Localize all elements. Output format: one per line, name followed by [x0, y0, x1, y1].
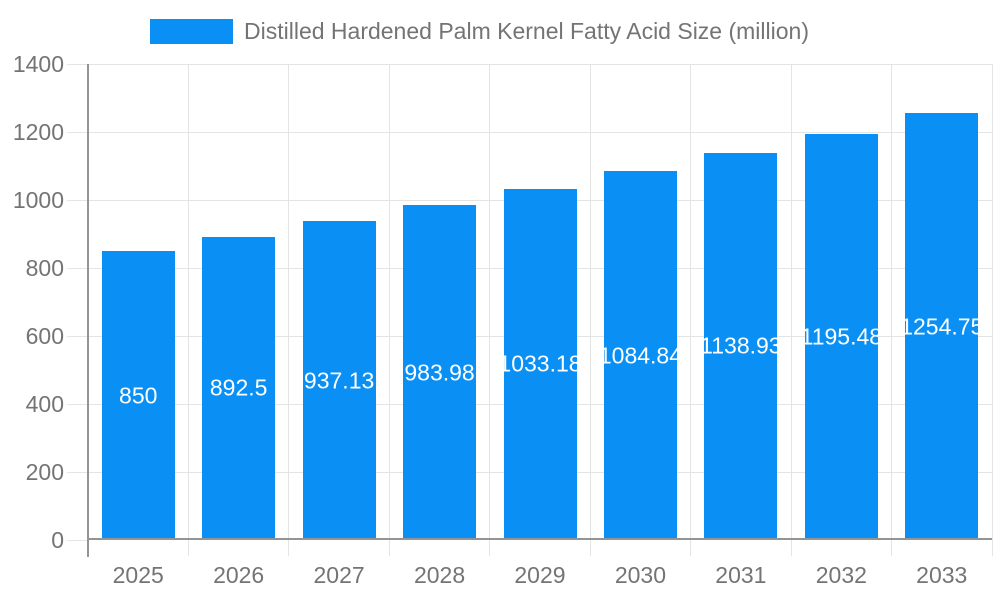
- bar-2031[interactable]: 1138.93: [704, 152, 778, 540]
- y-tick-label-800: 800: [25, 255, 64, 281]
- x-tick-5: [589, 540, 591, 556]
- y-tick-200: [67, 471, 88, 473]
- x-tick-7: [790, 540, 792, 556]
- y-tick-1400: [67, 63, 88, 65]
- gridline-1400: [88, 63, 992, 65]
- x-axis-line: [87, 538, 992, 540]
- gridline-1200: [88, 131, 992, 133]
- category-boundary-2: [288, 64, 290, 540]
- y-tick-1200: [67, 131, 88, 133]
- bar-value-label-2030: 1084.84: [603, 342, 677, 369]
- bar-2025[interactable]: 850: [101, 251, 175, 540]
- bar-2026[interactable]: 892.5: [202, 236, 276, 540]
- bar-2033[interactable]: 1254.75: [905, 113, 979, 540]
- legend-swatch[interactable]: [150, 18, 233, 44]
- bar-value-label-2029: 1033.18: [503, 350, 577, 377]
- bar-value-label-2026: 892.5: [209, 374, 268, 401]
- category-boundary-9: [991, 64, 993, 540]
- bar-value-label-2032: 1195.48: [804, 323, 878, 350]
- y-tick-0: [67, 539, 88, 541]
- x-tick-label-2033: 2033: [916, 562, 968, 588]
- x-tick-8: [891, 540, 893, 556]
- x-tick-label-2027: 2027: [313, 562, 365, 588]
- bar-2029[interactable]: 1033.18: [503, 188, 577, 540]
- x-tick-label-2032: 2032: [815, 562, 867, 588]
- bar-value-label-2025: 850: [119, 382, 158, 408]
- y-tick-1000: [67, 199, 88, 201]
- x-tick-label-2025: 2025: [112, 562, 164, 588]
- y-tick-label-1400: 1400: [12, 51, 64, 77]
- legend[interactable]: Distilled Hardened Palm Kernel Fatty Aci…: [150, 17, 809, 45]
- y-tick-label-200: 200: [25, 459, 64, 485]
- category-boundary-6: [690, 64, 692, 540]
- x-tick-label-2026: 2026: [213, 562, 265, 588]
- bar-2032[interactable]: 1195.48: [804, 133, 878, 540]
- bar-value-label-2033: 1254.75: [905, 313, 979, 340]
- chart-title: Distilled Hardened Palm Kernel Fatty Aci…: [244, 17, 809, 44]
- y-tick-label-1000: 1000: [12, 187, 64, 213]
- category-boundary-3: [388, 64, 390, 540]
- category-boundary-1: [187, 64, 189, 540]
- bar-value-label-2031: 1138.93: [704, 332, 778, 359]
- x-tick-label-2029: 2029: [514, 562, 566, 588]
- x-tick-label-2028: 2028: [413, 562, 466, 588]
- x-tick-label-2030: 2030: [614, 562, 667, 588]
- x-tick-4: [489, 540, 491, 556]
- x-tick-9: [991, 540, 993, 556]
- y-tick-label-0: 0: [51, 527, 64, 553]
- y-tick-400: [67, 403, 88, 405]
- x-tick-label-2031: 2031: [715, 562, 767, 588]
- category-boundary-7: [790, 64, 792, 540]
- y-tick-800: [67, 267, 88, 269]
- category-boundary-4: [489, 64, 491, 540]
- bar-2030[interactable]: 1084.84: [603, 171, 677, 540]
- y-tick-label-400: 400: [25, 391, 64, 417]
- category-boundary-5: [589, 64, 591, 540]
- y-tick-label-600: 600: [25, 323, 64, 349]
- bar-value-label-2028: 983.98: [404, 359, 475, 386]
- x-tick-3: [388, 540, 390, 556]
- bar-2028[interactable]: 983.98: [403, 205, 477, 540]
- bar-2027[interactable]: 937.13: [302, 221, 376, 540]
- x-tick-6: [690, 540, 692, 556]
- x-tick-2: [288, 540, 290, 556]
- bar-value-label-2027: 937.13: [303, 367, 375, 394]
- plot-area: 850 892.5 937.13 983.98 1033.18 1084.84 1138.9…: [67, 63, 993, 557]
- x-tick-1: [187, 540, 189, 556]
- y-tick-label-1200: 1200: [12, 119, 64, 145]
- y-axis-line: [87, 64, 89, 557]
- y-tick-600: [67, 335, 88, 337]
- category-boundary-8: [891, 64, 893, 540]
